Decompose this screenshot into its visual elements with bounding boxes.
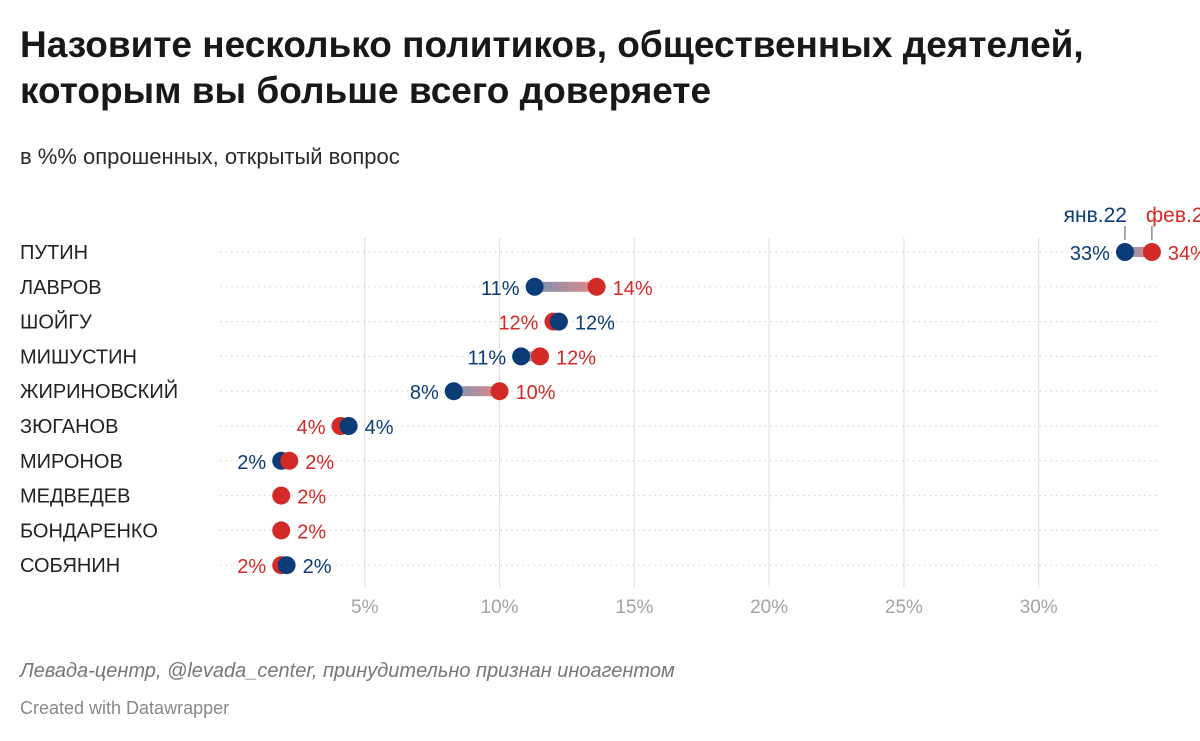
dot-jan xyxy=(549,312,568,331)
dot-feb xyxy=(280,451,299,470)
x-tick-label: 25% xyxy=(885,597,923,618)
value-label-feb: 2% xyxy=(237,556,266,578)
category-label: МИШУСТИН xyxy=(20,346,137,368)
x-tick-label: 10% xyxy=(481,597,519,618)
category-label: МЕДВЕДЕВ xyxy=(20,486,130,508)
value-label-jan: 2% xyxy=(303,556,332,578)
value-label-feb: 2% xyxy=(297,487,326,509)
chart-title: Назовите несколько политиков, общественн… xyxy=(20,24,1084,111)
dot-feb xyxy=(587,277,606,296)
category-label: ШОЙГУ xyxy=(20,310,92,334)
source-note: Левада-центр, @levada_center, принудител… xyxy=(20,660,675,682)
value-label-jan: 12% xyxy=(575,313,615,335)
value-label-feb: 14% xyxy=(613,278,653,300)
value-label-feb: 34% xyxy=(1168,243,1200,265)
connector-bar xyxy=(521,351,540,362)
dot-jan xyxy=(525,277,544,296)
value-label-jan: 33% xyxy=(1070,243,1110,265)
datawrapper-credit[interactable]: Created with Datawrapper xyxy=(20,698,230,718)
category-label: ПУТИН xyxy=(20,242,88,264)
category-label: ЛАВРОВ xyxy=(20,277,102,299)
dot-feb xyxy=(272,486,291,505)
legend-feb: фев.22 xyxy=(1146,204,1200,227)
category-label: ЗЮГАНОВ xyxy=(20,416,118,438)
value-label-feb: 12% xyxy=(556,347,596,369)
dot-jan xyxy=(339,417,358,435)
value-label-jan: 2% xyxy=(237,452,266,474)
value-label-feb: 4% xyxy=(297,417,326,439)
value-label-feb: 2% xyxy=(305,452,334,474)
value-label-jan: 11% xyxy=(481,278,520,300)
chart-subtitle: в %% опрошенных, открытый вопрос xyxy=(20,144,400,169)
value-label-feb: 12% xyxy=(498,313,538,335)
dot-jan xyxy=(512,347,531,366)
x-tick-label: 30% xyxy=(1020,597,1058,618)
connector-bar xyxy=(453,386,500,397)
dot-feb xyxy=(490,382,509,401)
dot-feb xyxy=(272,521,291,540)
dot-range-chart: 5% 10% 15% 20% 25% 30% ПУТИН 33% 34% ЛАВРОВ 11% 14%… xyxy=(20,204,1200,618)
x-tick-label: 15% xyxy=(615,597,653,618)
value-label-feb: 10% xyxy=(516,382,556,404)
value-label-jan: 8% xyxy=(410,382,439,404)
connector-bar xyxy=(534,281,597,292)
dot-jan xyxy=(444,382,463,401)
dot-feb xyxy=(531,347,549,366)
value-label-jan: 11% xyxy=(468,347,507,369)
connector-bar xyxy=(1124,247,1152,257)
dot-jan xyxy=(277,556,296,575)
value-label-feb: 2% xyxy=(297,521,326,543)
category-label: МИРОНОВ xyxy=(20,451,123,473)
category-label: БОНДАРЕНКО xyxy=(20,520,158,542)
x-tick-label: 5% xyxy=(351,597,379,618)
legend-jan: янв.22 xyxy=(1064,204,1127,227)
value-label-jan: 4% xyxy=(365,417,394,439)
dot-jan xyxy=(1115,243,1134,261)
category-label: ЖИРИНОВСКИЙ xyxy=(20,379,178,403)
category-label: СОБЯНИН xyxy=(20,555,120,577)
x-tick-label: 20% xyxy=(750,597,788,618)
dot-feb xyxy=(1142,243,1161,261)
